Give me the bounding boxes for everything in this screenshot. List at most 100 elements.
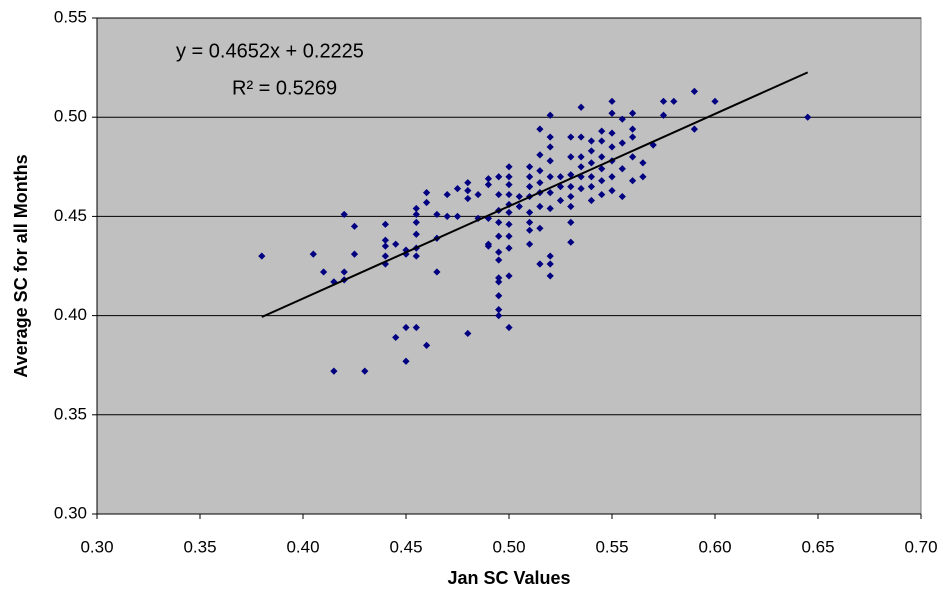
point	[453, 212, 462, 220]
point	[495, 173, 503, 181]
point	[587, 173, 595, 181]
point	[577, 185, 585, 193]
point	[350, 222, 359, 230]
point	[495, 292, 503, 300]
point	[433, 268, 441, 276]
y-tick-label: 0.35	[54, 404, 87, 423]
point	[515, 192, 523, 201]
point	[464, 329, 472, 338]
point	[587, 196, 595, 205]
point	[484, 175, 492, 183]
point	[546, 188, 554, 197]
point	[495, 312, 503, 320]
point	[505, 323, 513, 332]
point	[546, 157, 554, 165]
r-squared: R² = 0.5269	[232, 77, 337, 99]
point	[392, 240, 400, 248]
point	[608, 129, 616, 137]
point	[381, 236, 389, 244]
point	[453, 185, 462, 193]
point	[495, 248, 503, 256]
point	[618, 139, 626, 147]
point	[412, 218, 420, 226]
point	[412, 252, 420, 260]
point	[670, 97, 678, 105]
x-tick-label: 0.70	[904, 537, 937, 556]
point	[495, 218, 503, 226]
point	[505, 190, 513, 199]
point	[433, 210, 441, 219]
point	[608, 97, 616, 105]
point	[608, 109, 616, 117]
point	[350, 250, 359, 258]
point	[495, 274, 503, 282]
point	[577, 153, 585, 161]
point	[556, 173, 565, 181]
point	[536, 151, 544, 159]
point	[598, 165, 606, 173]
point	[546, 143, 554, 151]
point	[546, 111, 554, 119]
point	[505, 208, 513, 217]
point	[484, 181, 492, 189]
point	[629, 109, 637, 117]
point	[526, 208, 534, 217]
point	[443, 212, 451, 220]
point	[505, 220, 513, 228]
equation: y = 0.4652x + 0.2225	[176, 40, 364, 62]
x-tick-label: 0.30	[80, 537, 113, 556]
point	[567, 171, 575, 179]
point	[598, 177, 606, 185]
point	[484, 214, 492, 222]
point	[567, 133, 575, 141]
point	[608, 173, 616, 181]
point	[577, 133, 585, 141]
point	[536, 260, 544, 268]
point	[546, 252, 554, 260]
point	[608, 187, 616, 195]
point	[505, 181, 513, 189]
point	[629, 153, 637, 161]
point	[340, 210, 348, 219]
point	[546, 133, 554, 141]
point	[526, 173, 534, 181]
x-tick-label: 0.65	[801, 537, 834, 556]
point	[546, 260, 554, 268]
point	[381, 242, 389, 250]
x-tick-label: 0.55	[595, 537, 628, 556]
point	[495, 256, 503, 264]
point	[587, 137, 595, 145]
point	[495, 278, 503, 286]
point	[608, 143, 616, 151]
point	[567, 238, 575, 246]
point	[567, 218, 575, 226]
y-tick-label: 0.30	[54, 503, 87, 522]
point	[659, 111, 668, 119]
point	[536, 202, 544, 211]
point	[690, 87, 698, 96]
point	[495, 232, 503, 240]
y-tick-label: 0.45	[54, 206, 87, 225]
point	[330, 367, 338, 375]
point	[629, 125, 637, 133]
point	[536, 167, 544, 175]
point	[598, 153, 606, 161]
point	[402, 357, 410, 365]
point	[577, 103, 585, 111]
point	[598, 137, 606, 145]
point	[598, 127, 606, 135]
point	[587, 183, 595, 191]
point	[526, 183, 534, 191]
point	[474, 190, 482, 199]
point	[505, 272, 513, 280]
point	[340, 268, 348, 276]
x-tick-label: 0.50	[492, 537, 525, 556]
point	[618, 192, 626, 201]
point	[495, 190, 503, 199]
point	[639, 159, 647, 167]
y-tick-label: 0.55	[54, 7, 87, 26]
point	[587, 147, 595, 155]
x-tick-label: 0.40	[286, 537, 319, 556]
point	[361, 367, 369, 375]
point	[423, 341, 431, 349]
